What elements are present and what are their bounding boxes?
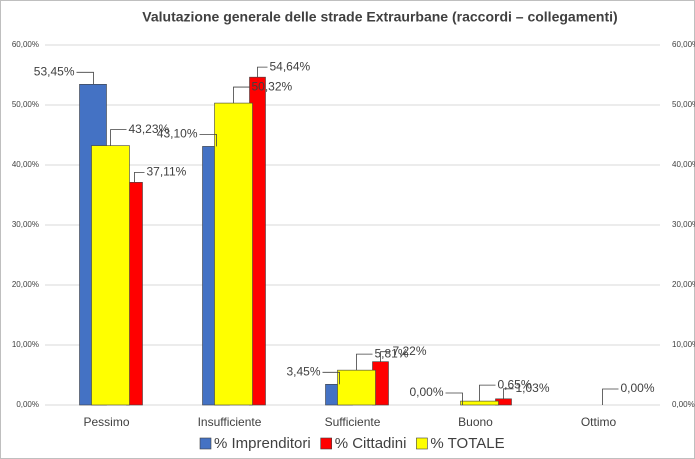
y-tick-label: 20,00% — [12, 280, 39, 289]
x-tick-label: Sufficiente — [325, 415, 381, 429]
data-label: 43,10% — [157, 127, 198, 141]
y2-tick-label: 40,00% — [672, 160, 695, 169]
legend-label: % TOTALE — [430, 435, 504, 452]
x-tick-label: Ottimo — [581, 415, 617, 429]
data-label: 0,00% — [409, 385, 443, 399]
label-leader — [602, 388, 619, 405]
data-label: 1,03% — [516, 381, 550, 395]
data-label: 53,45% — [34, 64, 75, 78]
label-leader — [257, 66, 268, 78]
y-tick-label: 0,00% — [16, 400, 39, 409]
bar — [460, 400, 499, 406]
y-tick-label: 10,00% — [12, 340, 39, 349]
bar — [337, 369, 376, 406]
y2-tick-label: 30,00% — [672, 220, 695, 229]
x-tick-label: Insufficiente — [198, 415, 262, 429]
legend-label: % Cittadini — [335, 435, 407, 452]
data-label: 0,65% — [498, 377, 532, 391]
label-leader — [356, 353, 373, 371]
legend-swatch — [199, 437, 212, 450]
bar — [214, 102, 253, 406]
y2-tick-label: 50,00% — [672, 100, 695, 109]
data-label: 43,23% — [129, 122, 170, 136]
label-leader — [479, 384, 496, 402]
label-leader — [445, 392, 463, 405]
y2-tick-label: 10,00% — [672, 340, 695, 349]
label-leader — [110, 129, 127, 146]
label-leader — [199, 134, 217, 147]
legend-swatch — [320, 437, 333, 450]
data-label: 54,64% — [270, 59, 311, 73]
label-leader — [503, 388, 514, 399]
data-label: 5,81% — [375, 346, 409, 360]
bar — [91, 145, 130, 406]
label-leader — [233, 86, 250, 104]
y2-tick-label: 0,00% — [672, 400, 695, 409]
legend-swatch — [416, 437, 428, 450]
label-leader — [76, 71, 94, 85]
y2-tick-label: 60,00% — [672, 40, 695, 49]
y2-tick-label: 20,00% — [672, 280, 695, 289]
data-label: 0,00% — [621, 381, 655, 395]
x-tick-label: Pessimo — [83, 415, 129, 429]
data-label: 3,45% — [286, 364, 320, 378]
label-leader — [134, 171, 145, 183]
x-tick-label: Buono — [458, 415, 493, 429]
data-label: 7,22% — [393, 344, 427, 358]
y-tick-label: 40,00% — [12, 160, 39, 169]
label-leader — [380, 351, 391, 362]
y-tick-label: 60,00% — [12, 40, 39, 49]
label-leader — [322, 371, 340, 385]
data-label: 50,32% — [252, 79, 293, 93]
chart-title: Valutazione generale delle strade Extrau… — [142, 9, 617, 25]
y-tick-label: 50,00% — [12, 100, 39, 109]
legend-label: % Imprenditori — [214, 435, 311, 452]
y-tick-label: 30,00% — [12, 220, 39, 229]
data-label: 37,11% — [147, 165, 187, 179]
